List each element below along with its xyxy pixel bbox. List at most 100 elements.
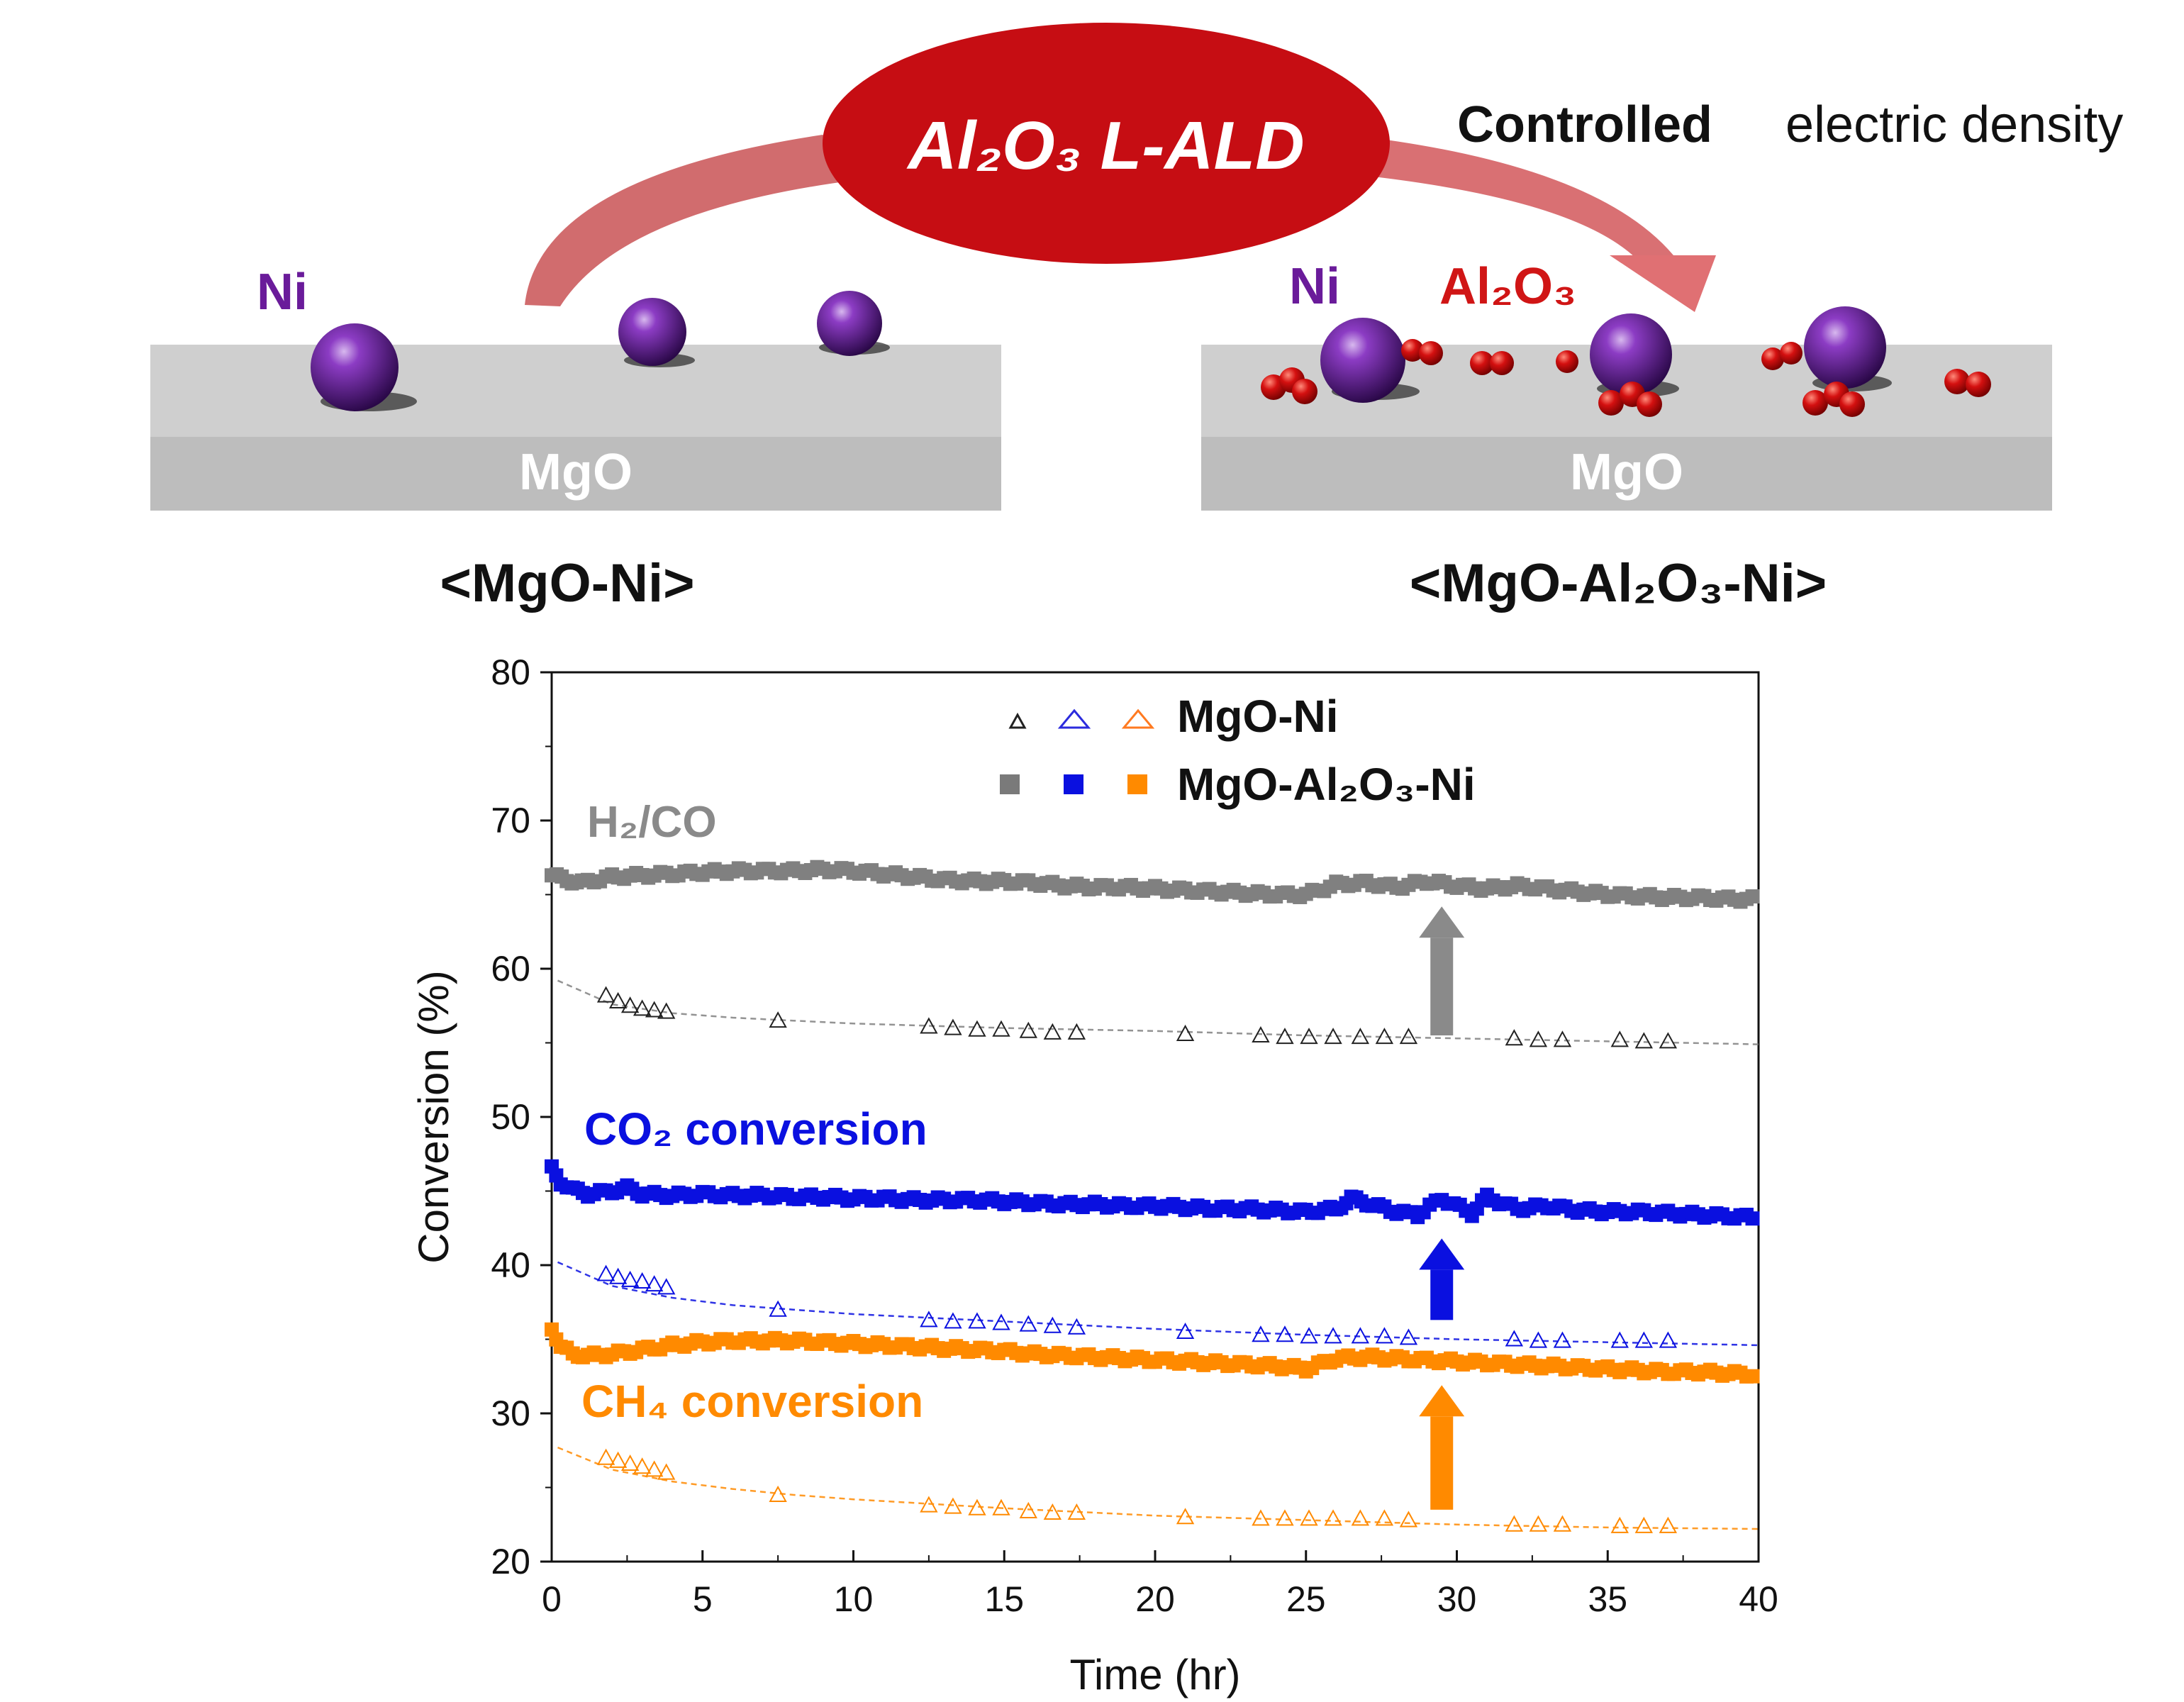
triangle-marker <box>968 1020 986 1037</box>
triangle-marker <box>1067 1503 1086 1520</box>
triangle-marker <box>1276 1509 1294 1526</box>
electric-density-label: electric density <box>1785 96 2123 153</box>
triangle-marker <box>657 1278 676 1295</box>
triangle-marker <box>1300 1028 1318 1045</box>
triangle-marker <box>1067 1318 1086 1335</box>
right-al2o3-label: Al₂O₃ <box>1439 258 1576 315</box>
al2o3-cluster <box>1803 382 1865 417</box>
triangle-marker <box>1019 1315 1037 1332</box>
al2o3-cluster <box>1556 350 1578 373</box>
y-tick-label: 80 <box>491 652 530 692</box>
improvement-arrow-head-icon <box>1419 1385 1465 1417</box>
triangle-marker <box>1176 1322 1195 1340</box>
x-axis-label: Time (hr) <box>1069 1651 1240 1698</box>
series-1 <box>596 986 1678 1049</box>
improvement-arrow-shaft <box>1430 938 1454 1036</box>
triangle-marker <box>1019 1501 1037 1518</box>
triangle-marker <box>1375 1509 1394 1526</box>
triangle-marker <box>1252 1325 1270 1342</box>
triangle-marker <box>596 986 615 1003</box>
triangle-marker <box>1276 1325 1294 1342</box>
improvement-arrow-head-icon <box>1419 906 1465 938</box>
triangle-marker <box>633 1457 652 1474</box>
triangle-marker <box>633 999 652 1016</box>
square-marker <box>1745 1369 1760 1384</box>
improvement-arrows <box>1419 906 1465 1510</box>
al2o3-cluster <box>1470 351 1514 375</box>
legend-square-marker <box>1000 774 1020 794</box>
data-series <box>545 860 1760 1533</box>
triangle-marker <box>1043 1503 1062 1520</box>
triangle-marker <box>992 1313 1010 1330</box>
triangle-marker <box>657 1002 676 1019</box>
triangle-marker <box>1659 1032 1678 1049</box>
x-tick-label: 20 <box>1135 1579 1175 1619</box>
x-tick-label: 40 <box>1739 1579 1778 1619</box>
legend-label-mgo-al2o3-ni: MgO-Al₂O₃-Ni <box>1177 759 1476 810</box>
triangle-marker <box>1553 1331 1572 1348</box>
triangle-marker <box>1529 1331 1548 1348</box>
legend-square-marker <box>1127 774 1147 794</box>
triangle-marker <box>769 1485 787 1502</box>
triangle-marker <box>769 1011 787 1028</box>
x-tick-label: 15 <box>984 1579 1024 1619</box>
triangle-marker <box>1553 1515 1572 1532</box>
square-marker <box>1745 889 1760 904</box>
triangle-marker <box>1505 1330 1524 1347</box>
series-0 <box>545 860 1760 909</box>
triangle-marker <box>1043 1023 1062 1040</box>
process-arrow-curve-right <box>1347 135 1673 268</box>
triangle-marker <box>1375 1327 1394 1344</box>
triangle-marker <box>620 1270 640 1287</box>
x-tick-label: 35 <box>1588 1579 1627 1619</box>
ni-particle <box>1590 313 1672 396</box>
legend-triangle-marker <box>1057 708 1091 729</box>
triangle-marker <box>1634 1516 1654 1533</box>
triangle-marker <box>1043 1316 1062 1333</box>
triangle-marker <box>1610 1516 1629 1533</box>
triangle-marker <box>1505 1029 1524 1046</box>
improvement-arrow-shaft <box>1430 1269 1454 1320</box>
triangle-marker <box>1351 1327 1370 1344</box>
triangle-marker <box>992 1020 1010 1037</box>
x-tick-label: 30 <box>1437 1579 1477 1619</box>
triangle-marker <box>1399 1328 1418 1345</box>
ni-particle <box>618 298 686 366</box>
series-5 <box>596 1448 1678 1533</box>
y-tick-label: 30 <box>491 1394 530 1433</box>
triangle-marker <box>596 1448 615 1465</box>
triangle-marker <box>1351 1028 1370 1045</box>
triangle-marker <box>920 1017 938 1034</box>
legend-square-marker <box>1064 774 1083 794</box>
left-ni-label: Ni <box>257 264 308 321</box>
triangle-marker <box>920 1496 938 1513</box>
al2o3-cluster <box>1261 367 1317 404</box>
triangle-marker <box>608 1451 628 1468</box>
ni-particle <box>311 323 399 411</box>
triangle-marker <box>1505 1515 1524 1532</box>
y-axis-label: Conversion (%) <box>410 970 457 1263</box>
triangle-marker <box>1276 1028 1294 1045</box>
legend-triangle-marker <box>1008 712 1027 729</box>
right-support-label: MgO <box>1570 444 1683 501</box>
al2o3-cluster <box>1761 342 1803 370</box>
triangle-marker <box>1399 1511 1418 1528</box>
triangle-marker <box>944 1018 962 1035</box>
triangle-marker <box>944 1312 962 1329</box>
axis-ticks: 0 5 10 15 20 25 30 35 40 20 30 40 50 60 70 80 <box>491 652 1778 1619</box>
triangle-marker <box>1659 1331 1678 1348</box>
triangle-marker <box>1252 1509 1270 1526</box>
schematic: Al₂O₃ L-ALD Controlled electric density … <box>150 23 2123 613</box>
triangle-marker <box>1529 1030 1548 1047</box>
triangle-marker <box>1176 1024 1195 1041</box>
x-tick-label: 25 <box>1286 1579 1326 1619</box>
left-support-top <box>150 345 1001 437</box>
fit-line <box>557 1261 1759 1347</box>
triangle-marker <box>769 1300 787 1317</box>
triangle-marker <box>1610 1030 1629 1047</box>
triangle-marker <box>1324 1509 1342 1526</box>
fit-line <box>557 979 1759 1045</box>
fit-line <box>557 1446 1759 1530</box>
ald-process-label: Al₂O₃ L-ALD <box>906 108 1304 184</box>
